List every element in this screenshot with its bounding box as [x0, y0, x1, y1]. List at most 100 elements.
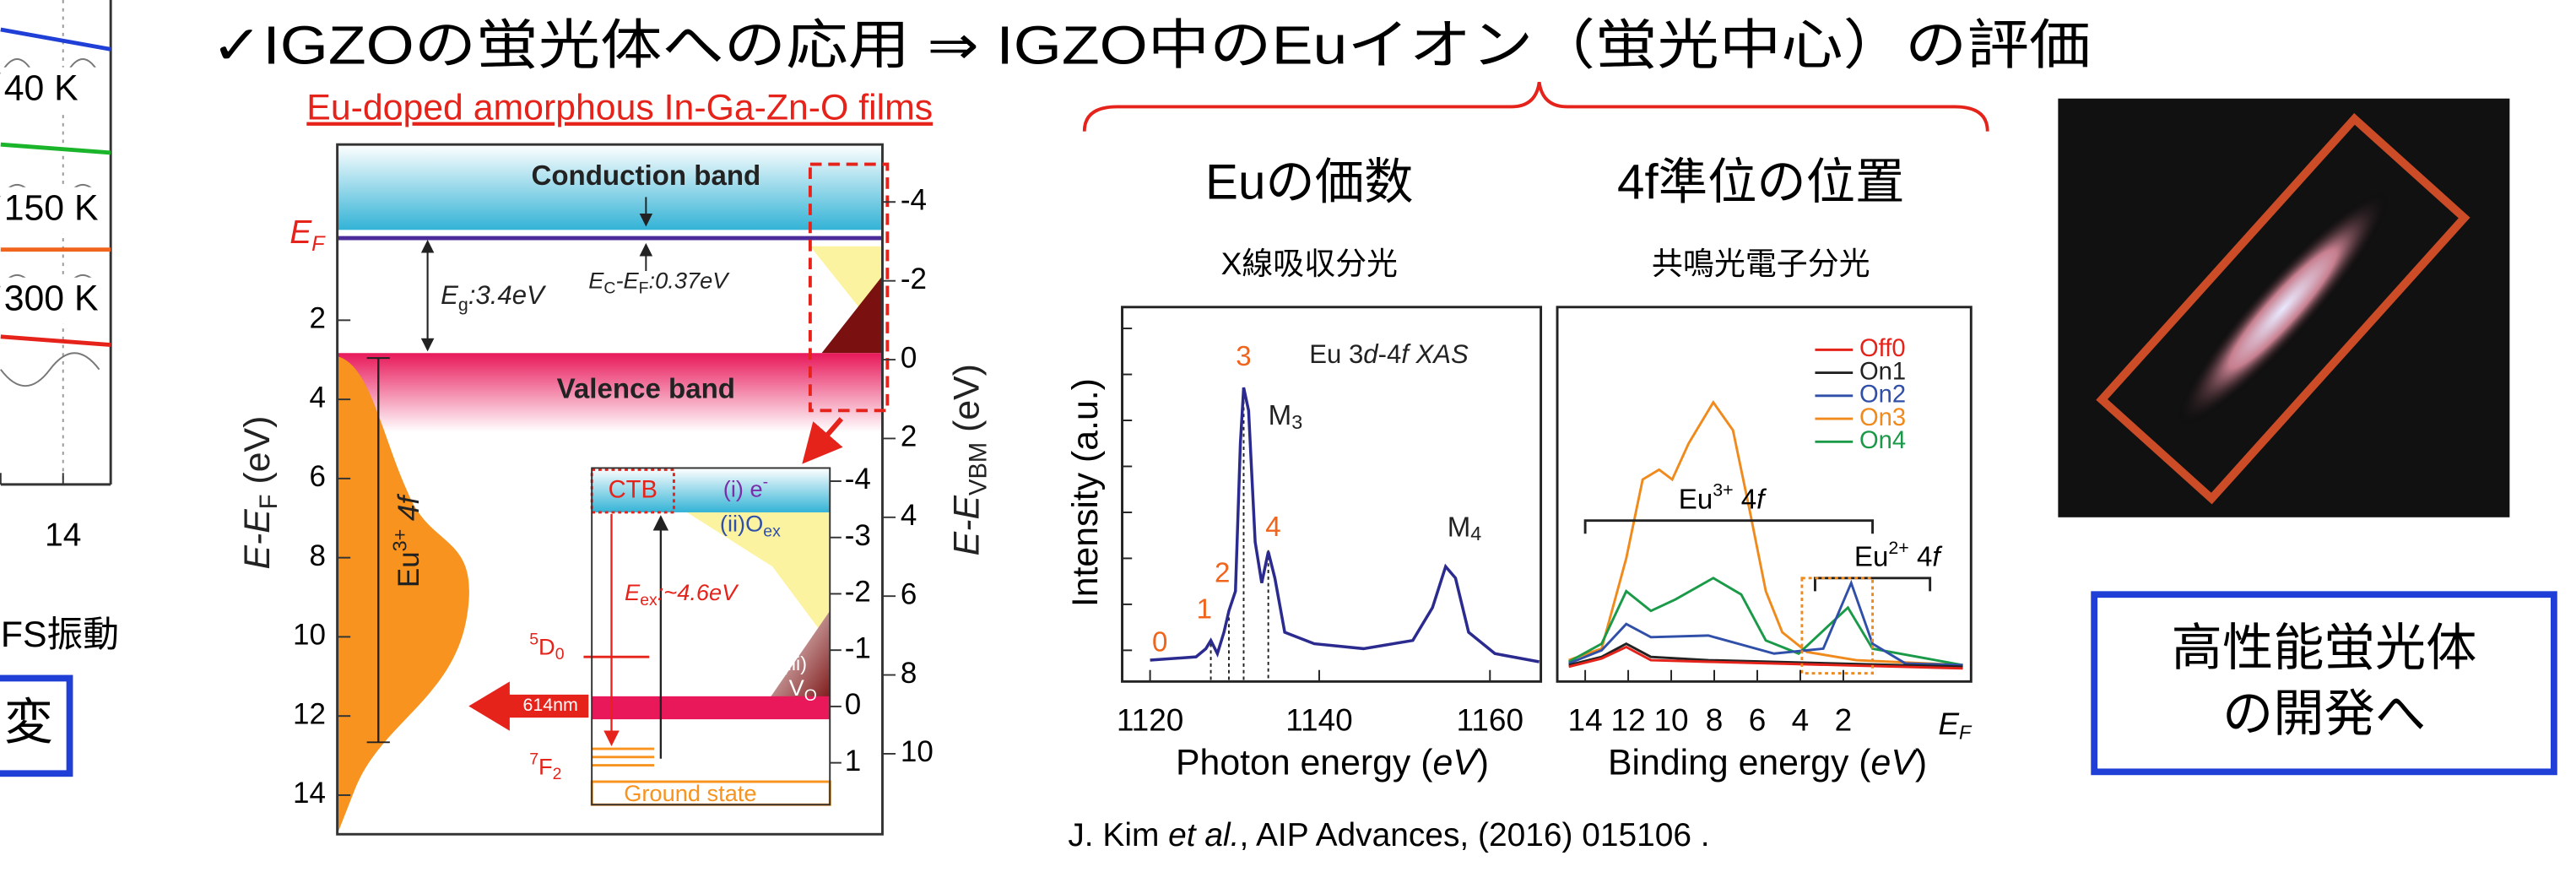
symbol: E-E: [947, 496, 988, 556]
method: 共鳴光電子分光: [1652, 246, 1870, 281]
x-tick-label: 1160: [1457, 703, 1523, 738]
eu3-label: Eu3+ 4f: [1679, 479, 1767, 515]
text: -4: [1378, 339, 1402, 369]
subscript: F: [1959, 722, 1973, 744]
text: (i) e: [723, 476, 763, 502]
subscript: F: [639, 279, 649, 298]
text: M: [1448, 512, 1471, 543]
text: ): [1915, 743, 1927, 783]
text: Eu: [1679, 484, 1713, 515]
y-tick-label: 8: [310, 539, 326, 572]
text: (ii)O: [720, 511, 763, 537]
method: X線吸収分光: [1221, 246, 1398, 281]
curve: [1, 144, 111, 153]
highlight-box: [1802, 578, 1873, 674]
vacancy-label: (iii): [781, 653, 807, 674]
text: 4f: [392, 494, 425, 529]
text: 4: [1909, 541, 1933, 572]
y-tick-label: 6: [901, 577, 917, 610]
symbol: E: [441, 280, 459, 310]
text: et al.: [1168, 817, 1239, 853]
text: 4: [1734, 484, 1757, 515]
x-tick-label: 2: [1835, 703, 1853, 738]
x-tick-label: 8: [1706, 703, 1724, 738]
text: Eu 3: [1309, 339, 1363, 369]
y-tick-label: 14: [293, 777, 326, 810]
x-tick-label: 12: [1611, 703, 1646, 738]
subscript: 4: [1470, 523, 1481, 544]
value: :0.37eV: [649, 268, 731, 294]
peak-label: 3: [1236, 341, 1251, 372]
superscript: 2+: [1888, 537, 1908, 557]
f2-label: 7F2: [529, 750, 561, 784]
unit: (eV): [237, 416, 278, 495]
superscript: 3+: [1713, 479, 1733, 500]
y-tick-label: 10: [901, 735, 934, 768]
subscript: F: [311, 232, 326, 256]
text: (iii): [781, 653, 807, 674]
y-tick-label: -4: [845, 463, 871, 496]
symbol: E: [625, 579, 641, 605]
brace: [1085, 82, 1988, 131]
xas-label: Eu 3d-4f XAS: [1309, 339, 1469, 369]
subscript: C: [603, 279, 615, 298]
y-tick-label: 0: [901, 341, 917, 374]
citation: J. Kim et al., AIP Advances, (2016) 0151…: [1068, 817, 1709, 853]
subscript: 0: [555, 645, 565, 663]
bracket: [1585, 521, 1872, 534]
curve: [1, 337, 111, 345]
y-axis-right-label: E-EVBM (eV): [947, 364, 992, 555]
subscript: F: [256, 494, 283, 509]
y-tick-label: 2: [901, 420, 917, 453]
note: 変: [4, 695, 53, 750]
heading: 4f準位の位置: [1617, 154, 1904, 209]
m4-label: M4: [1448, 512, 1482, 544]
y-tick-label: 4: [901, 499, 917, 532]
x-tick-label: 10: [1653, 703, 1688, 738]
subscript: ex: [640, 591, 658, 609]
peak-label: 0: [1152, 626, 1167, 658]
peak-guides: [1211, 387, 1269, 681]
text: f: [1756, 484, 1767, 515]
superscript: 7: [529, 750, 538, 769]
electron-label: (i) e-: [723, 473, 768, 502]
y-tick-label: -2: [901, 263, 927, 295]
eu2-label: Eu2+ 4f: [1854, 537, 1943, 572]
superscript: 3+: [389, 529, 411, 552]
subscript: ex: [763, 522, 781, 540]
temperature-label: 150 K: [4, 187, 99, 228]
emission-label: 614nm: [522, 695, 577, 715]
ctb-label: CTB: [609, 476, 658, 503]
y-axis-left-label: E-EF (eV): [237, 416, 282, 570]
peak-label: 2: [1215, 558, 1230, 589]
y-tick-label: 10: [293, 619, 326, 652]
text: , AIP Advances, (2016) 015106 .: [1239, 817, 1709, 853]
subscript: VBM: [965, 442, 992, 496]
source-caption: Eu-doped amorphous In-Ga-Zn-O films: [306, 88, 933, 128]
subscript: O: [804, 686, 817, 705]
y-tick-label: 0: [845, 688, 861, 721]
y-tick-label: -2: [845, 576, 871, 609]
x-tick-label: 1120: [1117, 703, 1183, 738]
symbol: E: [1938, 707, 1959, 741]
curve: [1, 30, 111, 49]
y-tick-label: -3: [845, 519, 871, 552]
peak-label: 1: [1197, 593, 1212, 625]
x-tick-label: 14: [1568, 703, 1603, 738]
valence-band-label: Valence band: [557, 374, 735, 405]
text: Eu: [1854, 541, 1888, 572]
rpes-curve: [1569, 583, 1963, 665]
x-tick-label: 4: [1792, 703, 1810, 738]
temperature-label: 40 K: [4, 68, 78, 108]
value: :3.4eV: [468, 280, 547, 310]
symbol: -E: [615, 268, 639, 294]
page: { "title": "✓IGZOの蛍光体への応用 ⇒ IGZO中のEuイオン（…: [0, 0, 2576, 872]
peak-label: 4: [1265, 512, 1280, 543]
title: ✓IGZOの蛍光体への応用 ⇒ IGZO中のEuイオン（蛍光中心）の評価: [211, 14, 2091, 75]
x-axis-label: Photon energy (eV): [1176, 743, 1489, 783]
gap-label: Eg:3.4eV: [441, 280, 547, 314]
text: d: [1363, 339, 1379, 369]
y-tick-label: -4: [901, 184, 927, 217]
conduction-band-label: Conduction band: [531, 160, 760, 192]
subscript: g: [458, 294, 468, 314]
